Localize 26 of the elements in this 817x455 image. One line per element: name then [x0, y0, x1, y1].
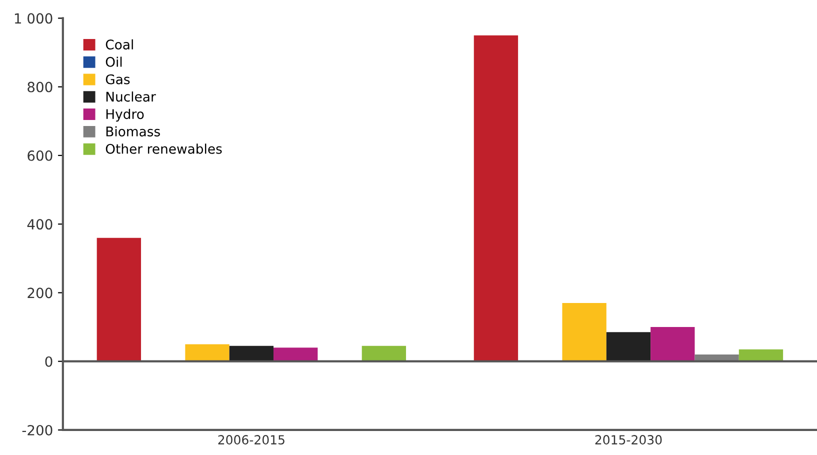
bar [185, 344, 230, 362]
y-tick-label: 0 [45, 356, 52, 367]
y-tick-label: -200 [22, 424, 52, 436]
bar [738, 349, 784, 362]
y-tick-label: 600 [28, 150, 52, 161]
legend-label: Nuclear [106, 91, 156, 102]
y-tick-label: 400 [27, 219, 52, 230]
legend-label: Other renewables [106, 144, 222, 154]
x-tick-label: 2006-2015 [218, 435, 284, 445]
bar [606, 332, 651, 362]
legend-label: Coal [106, 39, 133, 50]
bar [562, 303, 606, 362]
y-tick-label: 1 000 [14, 13, 52, 24]
legend-label: Oil [106, 56, 122, 67]
legend-label: Hydro [106, 108, 144, 122]
y-tick-label: 200 [28, 288, 52, 298]
bar [274, 348, 318, 362]
bar [362, 346, 406, 362]
bar [474, 35, 518, 362]
x-tick-label: 2015-2030 [595, 435, 662, 445]
legend-label: Gas [106, 74, 130, 84]
bar [650, 327, 695, 362]
bar [229, 346, 274, 362]
bar [96, 238, 142, 362]
y-tick-label: 800 [28, 82, 52, 92]
legend-label: Biomass [106, 126, 160, 136]
